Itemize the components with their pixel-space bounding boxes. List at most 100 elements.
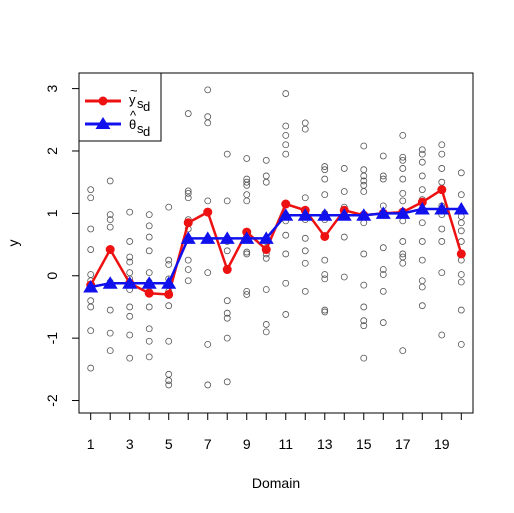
observation-point: [282, 311, 290, 318]
observation-point: [243, 291, 251, 298]
observation-point: [145, 337, 153, 345]
observation-point: [204, 197, 212, 205]
observation-point: [379, 175, 387, 183]
observation-points: [87, 86, 465, 389]
series-marker-triangle: [239, 231, 255, 244]
observation-point: [301, 247, 309, 255]
observation-point: [165, 381, 173, 389]
observation-point: [165, 261, 173, 268]
observation-point: [457, 227, 465, 235]
observation-point: [282, 90, 290, 97]
x-tick-label: 13: [317, 436, 333, 452]
observation-point: [360, 181, 368, 189]
legend-marker-circle: [98, 96, 108, 106]
series-marker-triangle: [122, 276, 138, 289]
observation-point: [418, 172, 426, 180]
observation-point: [204, 119, 212, 127]
x-tick-label: 15: [356, 436, 372, 452]
observation-point: [262, 156, 270, 164]
series-marker-triangle: [278, 208, 294, 221]
observation-point: [282, 131, 290, 139]
y-tick-label: 0: [44, 272, 60, 280]
series-marker-triangle: [356, 208, 372, 221]
observation-point: [184, 256, 192, 264]
observation-point: [204, 381, 212, 389]
observation-point: [399, 238, 407, 245]
observation-point: [126, 208, 134, 216]
observation-point: [399, 156, 407, 164]
observation-point: [301, 119, 309, 127]
series-marker-circle: [105, 245, 115, 255]
observation-point: [223, 309, 231, 317]
observation-point: [321, 306, 329, 314]
observation-point: [360, 142, 368, 150]
observation-point: [126, 303, 134, 311]
series-marker-circle: [437, 185, 447, 195]
observation-point: [106, 211, 114, 219]
observation-point: [301, 287, 309, 295]
observation-point: [399, 175, 407, 183]
observation-point: [301, 194, 309, 202]
observation-point: [418, 146, 426, 154]
series-marker-circle: [456, 249, 466, 259]
observation-point: [165, 302, 173, 310]
observation-point: [223, 334, 231, 342]
x-tick-label: 3: [126, 436, 134, 452]
observation-point: [340, 233, 348, 241]
series-marker-circle: [144, 288, 154, 298]
observation-point: [87, 225, 95, 233]
observation-point: [145, 325, 153, 333]
series-marker-triangle: [83, 279, 99, 293]
x-tick-label: 19: [434, 436, 450, 452]
observation-point: [87, 303, 95, 311]
series-marker-triangle: [200, 231, 216, 244]
observation-point: [438, 238, 446, 245]
series-marker-triangle: [317, 208, 333, 221]
x-tick-label: 7: [204, 436, 212, 452]
observation-point: [418, 256, 426, 264]
observation-point: [418, 283, 426, 291]
observation-point: [184, 110, 192, 117]
observation-point: [457, 340, 465, 348]
series-marker-triangle: [336, 208, 352, 221]
legend-box: [78, 72, 162, 142]
observation-point: [418, 277, 426, 285]
observation-point: [87, 327, 95, 335]
x-tick-label: 11: [278, 436, 293, 452]
observation-point: [165, 377, 173, 384]
observation-point: [87, 186, 95, 194]
legend-sub-1: s: [137, 121, 144, 136]
observation-point: [438, 269, 446, 277]
observation-point: [438, 141, 446, 149]
observation-point: [321, 275, 329, 283]
legend-subsub-1: d: [143, 124, 150, 139]
observation-point: [243, 178, 251, 186]
series-marker-triangle: [434, 202, 450, 215]
observation-point: [184, 190, 192, 197]
observation-point: [418, 186, 426, 194]
observation-point: [457, 271, 465, 278]
observation-point: [321, 166, 329, 174]
observation-point: [399, 347, 407, 355]
observation-point: [379, 271, 387, 278]
observation-point: [204, 86, 212, 94]
observation-point: [321, 256, 329, 264]
observation-point: [184, 187, 192, 195]
observation-point: [457, 306, 465, 314]
observation-point: [418, 219, 426, 227]
observation-point: [184, 266, 192, 273]
observation-point: [223, 150, 231, 158]
observation-point: [321, 191, 329, 199]
series-marker-triangle: [141, 276, 157, 289]
observation-point: [106, 306, 114, 314]
observation-point: [379, 319, 387, 326]
observation-point: [360, 322, 368, 330]
series-marker-circle: [281, 199, 291, 209]
observation-point: [165, 337, 173, 345]
y-tick-label: 3: [44, 84, 60, 92]
observation-point: [87, 297, 95, 305]
observation-point: [223, 297, 231, 305]
observation-point: [399, 259, 407, 267]
observation-point: [360, 177, 368, 185]
observation-point: [301, 259, 309, 267]
